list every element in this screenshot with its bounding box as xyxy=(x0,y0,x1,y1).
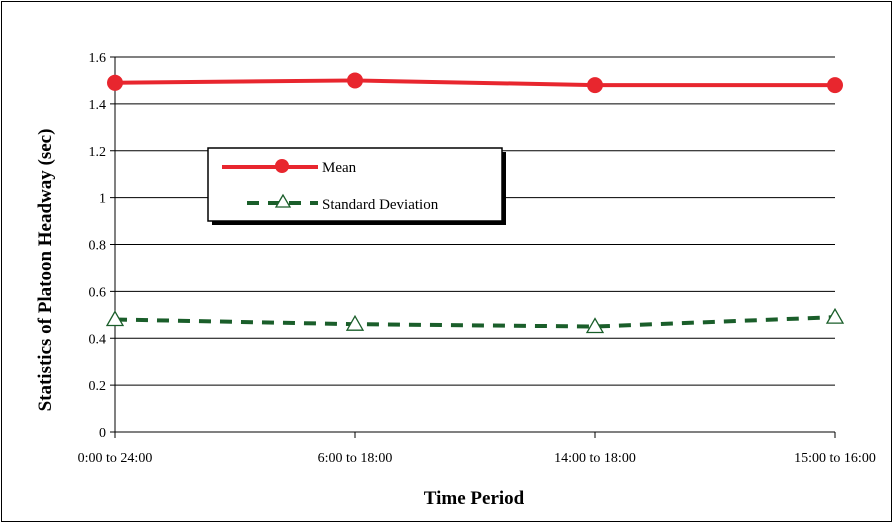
data-point-mean xyxy=(347,72,363,89)
x-axis-title: Time Period xyxy=(424,488,525,509)
y-tick-label: 1.2 xyxy=(89,145,107,160)
series-line-0 xyxy=(114,78,835,88)
legend-mean-marker xyxy=(275,159,289,173)
legend-sd-label: Standard Deviation xyxy=(322,197,439,213)
y-tick-label: 0.4 xyxy=(89,332,107,347)
x-tick-label: 0:00 to 24:00 xyxy=(78,451,153,466)
y-tick-label: 0.6 xyxy=(89,285,107,300)
x-tick-label: 15:00 to 16:00 xyxy=(794,451,876,466)
y-axis-title: Statistics of Platoon Headway (sec) xyxy=(35,129,56,412)
data-point-mean xyxy=(827,77,843,94)
y-tick-label: 1.4 xyxy=(89,98,107,113)
legend: Mean Standard Deviation xyxy=(207,147,506,225)
series-group xyxy=(105,72,845,334)
y-tick-label: 1.6 xyxy=(89,51,107,66)
legend-mean-label: Mean xyxy=(322,160,357,176)
axes xyxy=(110,56,836,438)
data-point-sd xyxy=(345,314,365,331)
y-tick-labels: 0 0.2 0.4 0.6 0.8 1 1.2 1.4 1.6 xyxy=(89,51,107,441)
series-line-1 xyxy=(114,315,836,329)
data-point-mean xyxy=(107,74,123,91)
y-tick-label: 0 xyxy=(99,426,106,441)
x-tick-label: 14:00 to 18:00 xyxy=(554,451,636,466)
legend-sd-marker xyxy=(274,193,292,208)
data-point-sd xyxy=(825,307,845,324)
y-tick-label: 0.8 xyxy=(89,239,107,254)
x-tick-label: 6:00 to 18:00 xyxy=(318,451,393,466)
data-point-sd xyxy=(105,310,125,327)
y-tick-label: 1 xyxy=(99,192,106,207)
data-point-mean xyxy=(587,77,603,94)
y-tick-label: 0.2 xyxy=(89,379,107,394)
data-point-sd xyxy=(585,317,605,334)
x-tick-labels: 0:00 to 24:00 6:00 to 18:00 14:00 to 18:00… xyxy=(78,451,876,466)
legend-box xyxy=(207,147,503,222)
